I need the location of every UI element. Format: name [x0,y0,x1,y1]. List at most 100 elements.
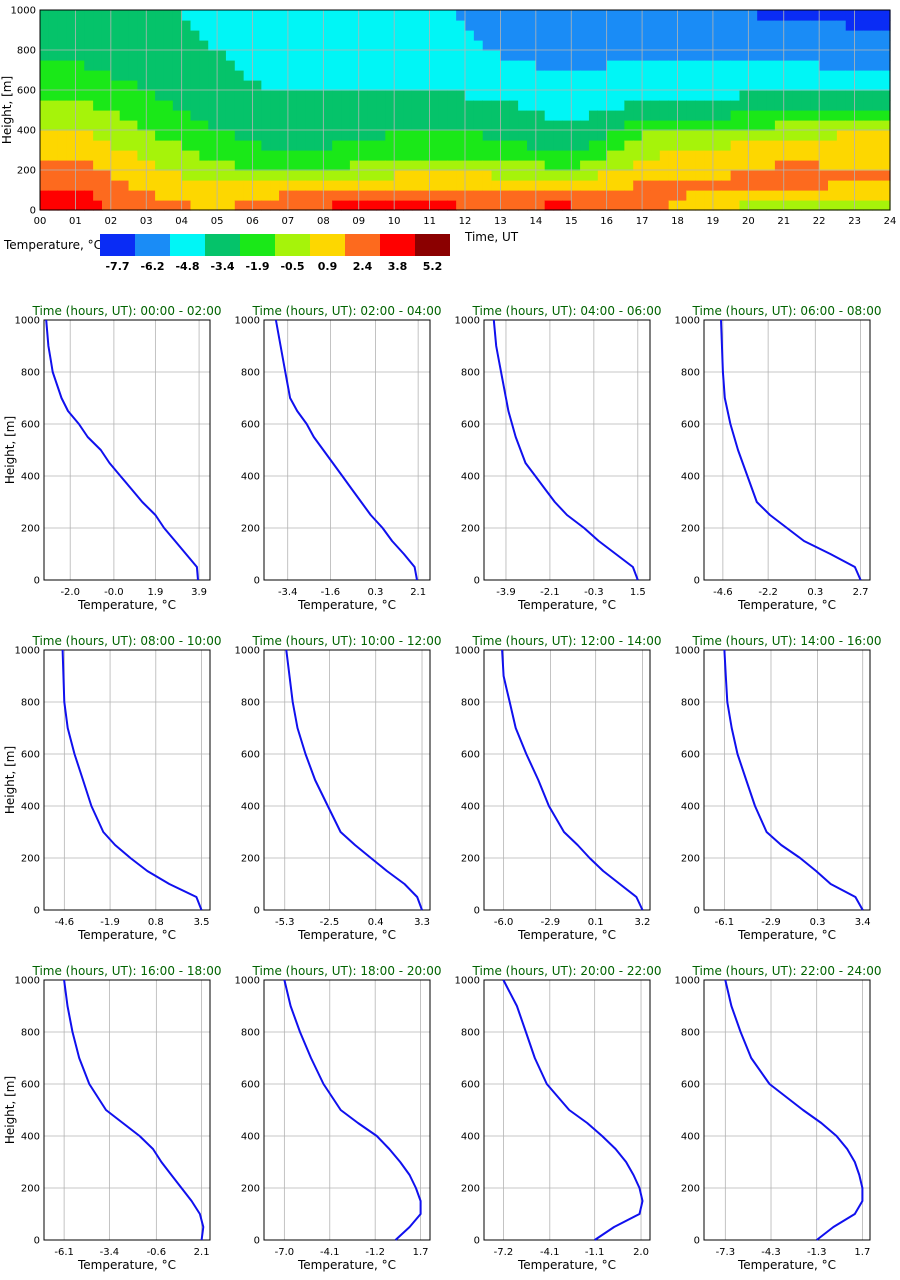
profile-x-tick-label: 0.3 [810,917,826,928]
heatmap-cell [624,140,634,151]
heatmap-cell [208,160,218,171]
heatmap-cell [323,130,333,141]
heatmap-cell [571,110,581,121]
heatmap-cell [774,140,785,151]
profile-title: Time (hours, UT): 12:00 - 14:00 [471,634,661,648]
heatmap-cell [748,180,758,191]
heatmap-cell [305,30,316,41]
heatmap-cell [429,50,440,61]
heatmap-cell [766,40,776,51]
heatmap-cell [296,110,307,121]
heatmap-cell [190,60,200,71]
heatmap-cell [633,130,643,141]
heatmap-cell [252,160,262,171]
heatmap-cell [686,160,696,171]
heatmap-cell [394,80,404,91]
profile-y-tick-label: 0 [694,576,700,587]
profile-x-axis-label: Temperature, °C [737,928,836,942]
heatmap-cell [465,40,475,51]
heatmap-cell [526,190,537,201]
heatmap-cell [190,150,200,161]
heatmap-cell [704,20,714,31]
heatmap-cell [101,30,112,41]
heatmap-cell [376,90,386,101]
heatmap-cell [332,10,342,21]
heatmap-cell [119,120,130,131]
heatmap-cell [783,10,794,21]
heatmap-cell [526,20,537,31]
heatmap-cell [456,100,466,111]
heatmap-cell [367,90,378,101]
heatmap-cell [562,130,572,141]
heatmap-cell [358,50,369,61]
heatmap-cell [57,180,68,191]
heatmap-cell [509,90,519,101]
profile-x-axis-label: Temperature, °C [297,598,396,612]
heatmap-cell [695,190,705,201]
profile-x-tick-label: 0.3 [368,587,384,598]
heatmap-cell [615,10,625,21]
heatmap-cell [482,70,493,81]
heatmap-cell [677,160,687,171]
heatmap-cell [429,80,440,91]
heatmap-cell [66,200,77,211]
profile-x-axis-label: Temperature, °C [297,928,396,942]
heatmap-cell [385,90,395,101]
heatmap-cell [491,130,502,141]
heatmap-cell [367,100,378,111]
heatmap-cell [75,100,85,111]
heatmap-y-tick-label: 0 [30,206,36,217]
heatmap-cell [739,50,749,61]
heatmap-cell [712,160,723,171]
heatmap-cell [40,120,50,131]
heatmap-cell [668,200,679,211]
heatmap-cell [411,60,422,71]
heatmap-cell [473,70,484,81]
heatmap-cell [650,40,661,51]
heatmap-cell [553,130,563,141]
heatmap-cell [155,150,165,161]
heatmap-cell [535,90,546,101]
heatmap-cell [349,20,360,31]
heatmap-cell [836,100,847,111]
heatmap-cell [881,130,891,141]
heatmap-cell [137,150,147,161]
heatmap-cell [349,140,360,151]
profile-title: Time (hours, UT): 06:00 - 08:00 [691,304,881,318]
heatmap-cell [332,130,342,141]
heatmap-cell [819,110,829,121]
heatmap-cell [243,200,254,211]
heatmap-cell [633,110,643,121]
heatmap-cell [57,10,68,21]
heatmap-cell [774,30,785,41]
heatmap-cell [332,170,342,181]
heatmap-cell [225,120,236,131]
heatmap-cell [358,180,369,191]
profile-y-tick-label: 800 [461,368,480,379]
heatmap-cell [571,80,581,91]
heatmap-cell [181,200,192,211]
heatmap-cell [146,130,156,141]
heatmap-cell [748,200,758,211]
heatmap-cell [367,30,378,41]
heatmap-cell [305,80,316,91]
profile-y-tick-label: 600 [681,1080,700,1091]
heatmap-cell [48,50,59,61]
heatmap-cell [429,130,440,141]
heatmap-cell [172,100,183,111]
heatmap-cell [792,170,803,181]
heatmap-cell [526,180,537,191]
heatmap-cell [801,160,811,171]
heatmap-cell [181,40,192,51]
heatmap-cell [721,80,732,91]
heatmap-cell [146,70,156,81]
heatmap-cell [624,70,634,81]
heatmap-cell [411,170,422,181]
heatmap-cell [766,70,776,81]
heatmap-cell [447,190,457,201]
profile-y-tick-label: 600 [681,750,700,761]
heatmap-cell [190,180,200,191]
heatmap-cell [562,10,572,21]
heatmap-x-tick-label: 05 [211,216,224,227]
